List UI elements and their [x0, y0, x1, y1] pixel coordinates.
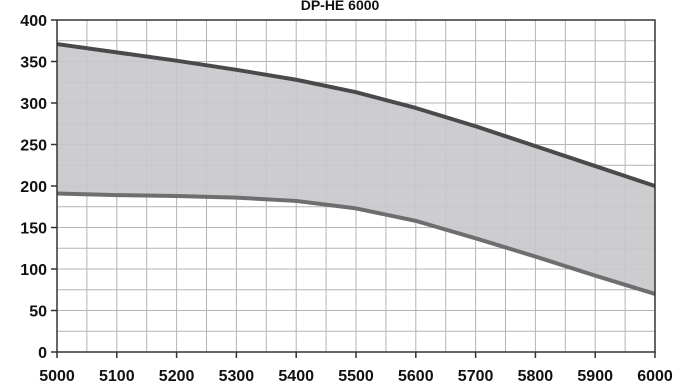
y-axis-ticks: 0 50 100 150 200 250 300 350 400 [20, 13, 57, 362]
y-tick-label: 400 [20, 13, 47, 30]
y-tick-label: 250 [20, 138, 47, 155]
x-tick-label: 5100 [99, 368, 135, 385]
y-tick-label: 150 [20, 221, 47, 238]
y-tick-label: 50 [29, 304, 47, 321]
x-axis-ticks: 5000 5100 5200 5300 5400 5500 5600 5700 5800 5900… [39, 352, 673, 385]
x-tick-label: 5400 [278, 368, 314, 385]
x-tick-label: 5500 [338, 368, 374, 385]
y-tick-label: 300 [20, 96, 47, 113]
area-band-fill [57, 44, 655, 294]
x-tick-label: 5200 [159, 368, 195, 385]
y-tick-label: 350 [20, 55, 47, 72]
series-lines [56, 42, 656, 296]
y-tick-label: 100 [20, 262, 47, 279]
x-tick-label: 5800 [518, 368, 554, 385]
chart-title: DP-HE 6000 [301, 0, 380, 13]
x-tick-label: 5900 [577, 368, 613, 385]
y-tick-label: 0 [38, 345, 47, 362]
area-band [57, 44, 655, 294]
series-line-upper [56, 42, 656, 188]
x-tick-label: 5300 [219, 368, 255, 385]
x-tick-label: 5600 [398, 368, 434, 385]
x-tick-label: 5700 [458, 368, 494, 385]
x-tick-label: 6000 [637, 368, 673, 385]
x-tick-label: 5000 [39, 368, 75, 385]
series-line-lower [56, 191, 656, 296]
y-tick-label: 200 [20, 179, 47, 196]
